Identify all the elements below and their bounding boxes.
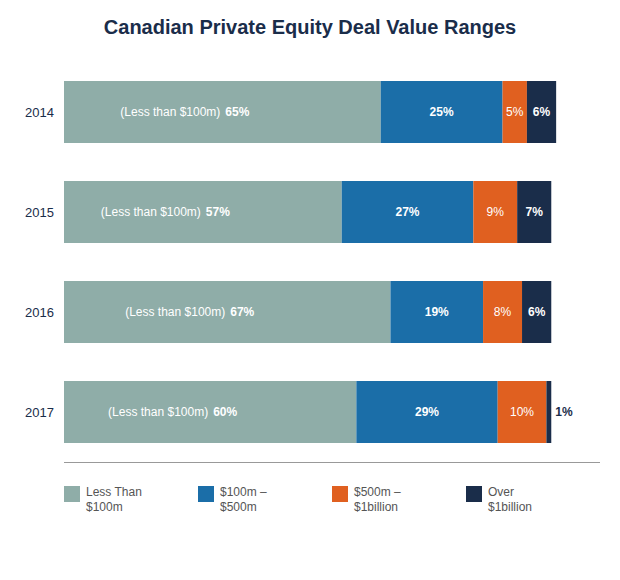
bar-segment [64, 381, 356, 443]
annotation: (Less than $100m) [120, 105, 220, 119]
data-label: 27% [396, 205, 420, 219]
legend-label: $500m –$1billion [354, 485, 401, 513]
legend-label: Over$1billion [488, 485, 532, 513]
legend-item: Over$1billion [466, 485, 532, 513]
bar-segment [64, 281, 390, 343]
data-label: 6% [533, 105, 551, 119]
data-label: 7% [526, 205, 544, 219]
bar-segment [342, 181, 474, 243]
legend-label: $100m –$500m [220, 485, 267, 513]
data-label: 60% [213, 405, 237, 419]
bar-segment [527, 81, 556, 143]
data-label: 8% [494, 305, 512, 319]
data-label: 9% [487, 205, 505, 219]
tick-label: 2015 [25, 205, 54, 220]
legend-item: $500m –$1billion [332, 485, 401, 513]
legend-line: Less Than [86, 485, 142, 499]
bar-segment [522, 281, 551, 343]
bar-segment [503, 81, 527, 143]
data-label: 6% [528, 305, 546, 319]
legend-swatch [466, 486, 482, 502]
legend-label: Less Than$100m [86, 485, 142, 513]
legend-line: $100m – [220, 485, 267, 499]
data-label: 10% [510, 405, 534, 419]
data-label: 5% [506, 105, 524, 119]
legend-swatch [332, 486, 348, 502]
legend-line: $1billion [488, 500, 532, 514]
bar-segment [390, 281, 483, 343]
bar-segment [64, 81, 381, 143]
legend-line: $500m [220, 500, 257, 514]
bar-segment [381, 81, 503, 143]
legend-line: Over [488, 485, 514, 499]
bar-segment [473, 181, 517, 243]
annotation: (Less than $100m) [108, 405, 208, 419]
bars [64, 81, 556, 443]
data-label: 57% [206, 205, 230, 219]
data-label: 19% [425, 305, 449, 319]
labels: (Less than $100m) 65% 25% 5% 6% (Less than $1… [101, 105, 573, 419]
legend-line: $100m [86, 500, 123, 514]
tick-label: 2017 [25, 405, 54, 420]
data-label: 29% [415, 405, 439, 419]
title: Canadian Private Equity Deal Value Range… [104, 16, 516, 38]
bar-segment [64, 181, 342, 243]
legend-line: $1billion [354, 500, 398, 514]
bar-segment [483, 281, 522, 343]
legend-swatch [198, 486, 214, 502]
legend-item: Less Than$100m [64, 485, 142, 513]
data-label: 65% [225, 105, 249, 119]
x-axis-line [64, 462, 600, 463]
data-label: 1% [555, 405, 573, 419]
tick-label: 2014 [25, 105, 54, 120]
bar-segment [498, 381, 547, 443]
annotation: (Less than $100m) [125, 305, 225, 319]
annotation: (Less than $100m) [101, 205, 201, 219]
tick-label: 2016 [25, 305, 54, 320]
data-label: 25% [430, 105, 454, 119]
legend-item: $100m –$500m [198, 485, 267, 513]
data-label: 67% [230, 305, 254, 319]
chart: Canadian Private Equity Deal Value Range… [0, 0, 620, 580]
legend-line: $500m – [354, 485, 401, 499]
bar-segment [546, 381, 551, 443]
bar-segment [517, 181, 551, 243]
legend-swatch [64, 486, 80, 502]
bar-segment [356, 381, 497, 443]
